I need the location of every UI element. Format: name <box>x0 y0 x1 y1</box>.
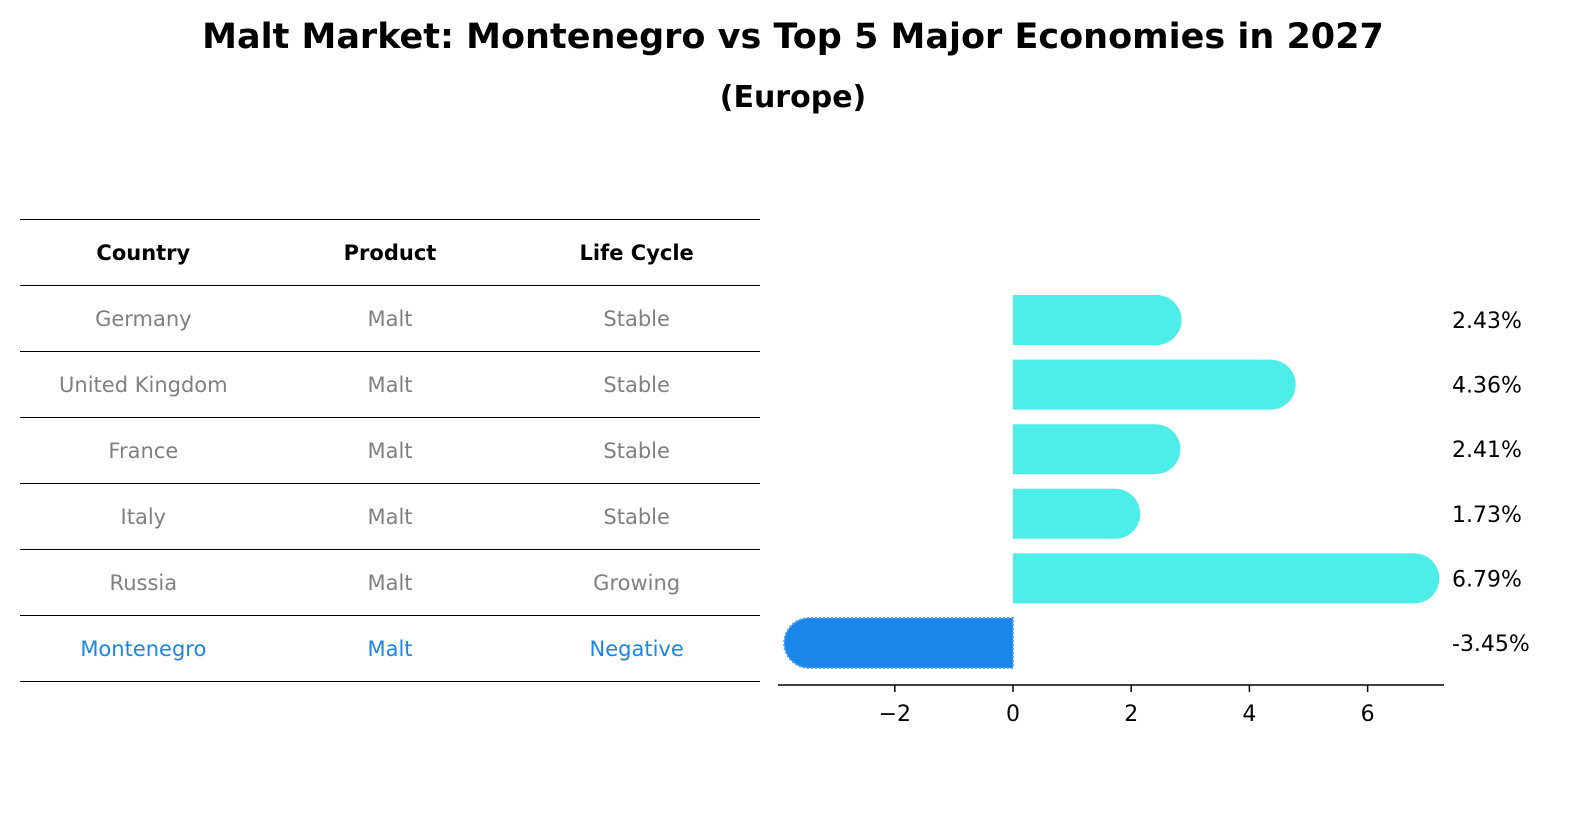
bar-value-label: 2.41% <box>1452 438 1522 463</box>
bar-russia <box>1013 553 1440 604</box>
cell-life-cycle: Negative <box>513 615 760 682</box>
cell-country: United Kingdom <box>20 351 267 418</box>
table-header-row: Country Product Life Cycle <box>20 219 760 286</box>
header-life-cycle: Life Cycle <box>513 219 760 286</box>
table-row: France Malt Stable <box>20 417 760 484</box>
header-country: Country <box>20 219 267 286</box>
cell-product: Malt <box>266 615 514 682</box>
bar-value-label: -3.45% <box>1452 632 1530 657</box>
x-tick-label: −2 <box>879 702 911 727</box>
cell-country: Russia <box>20 549 267 616</box>
cell-product: Malt <box>266 549 514 616</box>
bar-value-label: 2.43% <box>1452 309 1522 334</box>
table-row-highlighted: Montenegro Malt Negative <box>20 615 760 682</box>
x-tick-label: 0 <box>1006 702 1020 727</box>
cell-country: Germany <box>20 285 267 352</box>
chart-title: Malt Market: Montenegro vs Top 5 Major E… <box>202 17 1384 57</box>
cell-life-cycle: Stable <box>513 417 760 484</box>
x-tick-label: 6 <box>1361 702 1375 727</box>
table-row: United Kingdom Malt Stable <box>20 351 760 418</box>
table-row: Italy Malt Stable <box>20 483 760 550</box>
cell-product: Malt <box>266 285 514 352</box>
bar-value-label: 1.73% <box>1452 503 1522 528</box>
bar-montenegro <box>783 617 1014 669</box>
bar-france <box>1013 424 1181 475</box>
bar-value-label: 6.79% <box>1452 567 1522 592</box>
x-tick-label: 2 <box>1124 702 1138 727</box>
header-product: Product <box>266 219 514 286</box>
table-row: Germany Malt Stable <box>20 285 760 352</box>
bar-value-label: 4.36% <box>1452 374 1522 399</box>
cell-life-cycle: Stable <box>513 351 760 418</box>
cell-product: Malt <box>266 483 514 550</box>
cell-country: Italy <box>20 483 267 550</box>
cell-country: Montenegro <box>20 615 267 682</box>
cell-country: France <box>20 417 267 484</box>
cell-product: Malt <box>266 417 514 484</box>
comparison-table: Country Product Life Cycle Germany Malt … <box>20 219 760 682</box>
bar-italy <box>1013 488 1141 539</box>
x-tick-label: 4 <box>1242 702 1256 727</box>
cell-product: Malt <box>266 351 514 418</box>
bar-united-kingdom <box>1013 359 1296 410</box>
chart-subtitle: (Europe) <box>719 80 867 115</box>
bar-germany <box>1013 295 1182 345</box>
cell-life-cycle: Stable <box>513 483 760 550</box>
cell-life-cycle: Growing <box>513 549 760 616</box>
table-row: Russia Malt Growing <box>20 549 760 616</box>
cell-life-cycle: Stable <box>513 285 760 352</box>
